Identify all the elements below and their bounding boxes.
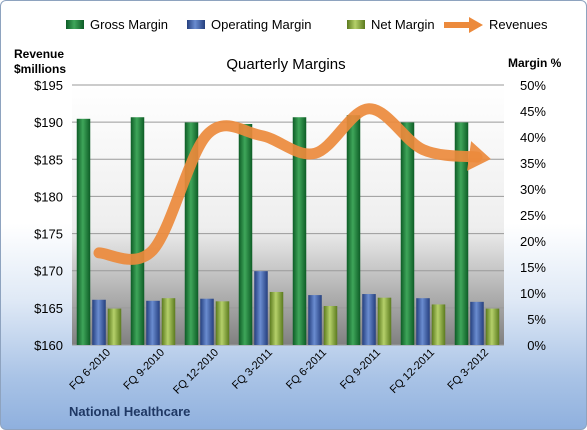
revenue-line: [93, 103, 483, 265]
legend-item-gross-margin: Gross Margin: [66, 17, 168, 32]
left-axis-title-line1: Revenue: [14, 47, 64, 61]
legend-label-revenues: Revenues: [489, 17, 548, 32]
bar-operating-margin: [92, 299, 106, 345]
legend-swatch-gross-margin: [66, 20, 84, 29]
right-tick-label: 40%: [520, 130, 546, 145]
left-axis-title-line2: $millions: [14, 62, 66, 76]
left-tick-label: $160: [34, 338, 63, 353]
legend-label-gross-margin: Gross Margin: [90, 17, 168, 32]
chart-title: Quarterly Margins: [226, 56, 345, 73]
bar-gross-margin: [454, 122, 469, 345]
right-axis: 0% 5% 10% 15% 20% 25% 30% 35% 40% 45% 50%: [520, 78, 546, 353]
bar-operating-margin: [146, 300, 160, 345]
left-axis: $160 $165 $170 $175 $180 $185 $190 $195: [34, 78, 63, 353]
left-tick-label: $185: [34, 152, 63, 167]
bar-net-margin: [107, 308, 122, 345]
bar-gross-margin: [292, 117, 307, 346]
right-tick-label: 25%: [520, 208, 546, 223]
bar-gross-margin: [238, 124, 253, 345]
right-tick-label: 15%: [520, 260, 546, 275]
bar-net-margin: [431, 304, 446, 345]
bar-net-margin: [377, 297, 392, 345]
bar-net-margin: [323, 306, 338, 345]
bar-operating-margin: [308, 295, 322, 345]
bar-gross-margin: [130, 117, 145, 346]
bar-net-margin: [161, 298, 176, 345]
x-tick-label: FQ 12-2010: [171, 347, 221, 397]
right-tick-label: 50%: [520, 78, 546, 93]
legend-item-revenues: Revenues: [444, 17, 548, 33]
right-axis-title: Margin %: [508, 56, 562, 70]
legend-arrow-head-icon: [469, 17, 483, 33]
left-tick-label: $195: [34, 78, 63, 93]
bar-net-margin: [269, 291, 284, 345]
bar-net-margin: [215, 301, 230, 345]
bar-operating-margin: [416, 298, 430, 345]
right-tick-label: 0%: [527, 338, 546, 353]
left-tick-label: $180: [34, 189, 63, 204]
legend-label-net-margin: Net Margin: [371, 17, 435, 32]
legend-swatch-net-margin: [347, 20, 365, 29]
legend: Gross Margin Operating Margin Net Margin…: [66, 17, 548, 33]
x-tick-label: FQ 3-2011: [230, 347, 275, 392]
left-tick-label: $165: [34, 301, 63, 316]
bar-gross-margin: [76, 118, 91, 345]
x-tick-label: FQ 6-2010: [67, 347, 113, 393]
x-tick-label: FQ 3-2012: [445, 347, 491, 393]
x-tick-label: FQ 9-2011: [338, 347, 383, 392]
left-tick-label: $175: [34, 227, 63, 242]
x-tick-label: FQ 9-2010: [121, 347, 167, 393]
bar-gross-margin: [346, 115, 361, 345]
legend-item-operating-margin: Operating Margin: [187, 17, 311, 32]
bar-net-margin: [485, 308, 500, 345]
revenue-series: [93, 103, 491, 265]
bar-operating-margin: [254, 271, 268, 345]
right-tick-label: 35%: [520, 156, 546, 171]
bar-operating-margin: [470, 301, 484, 345]
revenue-arrowhead: [467, 141, 491, 171]
bar-series: [76, 115, 500, 346]
right-tick-label: 10%: [520, 286, 546, 301]
left-tick-label: $190: [34, 115, 63, 130]
legend-item-net-margin: Net Margin: [347, 17, 435, 32]
right-tick-label: 30%: [520, 182, 546, 197]
left-tick-label: $170: [34, 264, 63, 279]
legend-label-operating-margin: Operating Margin: [211, 17, 311, 32]
x-tick-label: FQ 12-2011: [388, 347, 437, 396]
legend-swatch-operating-margin: [187, 20, 205, 29]
bar-gross-margin: [400, 122, 415, 345]
right-tick-label: 20%: [520, 234, 546, 249]
bar-operating-margin: [200, 298, 214, 345]
bar-operating-margin: [362, 294, 376, 345]
right-tick-label: 45%: [520, 104, 546, 119]
x-tick-label: FQ 6-2011: [284, 347, 329, 392]
x-axis: FQ 6-2010 FQ 9-2010 FQ 12-2010 FQ 3-2011 FQ …: [67, 347, 491, 397]
company-name: National Healthcare: [69, 404, 190, 419]
right-tick-label: 5%: [527, 312, 546, 327]
